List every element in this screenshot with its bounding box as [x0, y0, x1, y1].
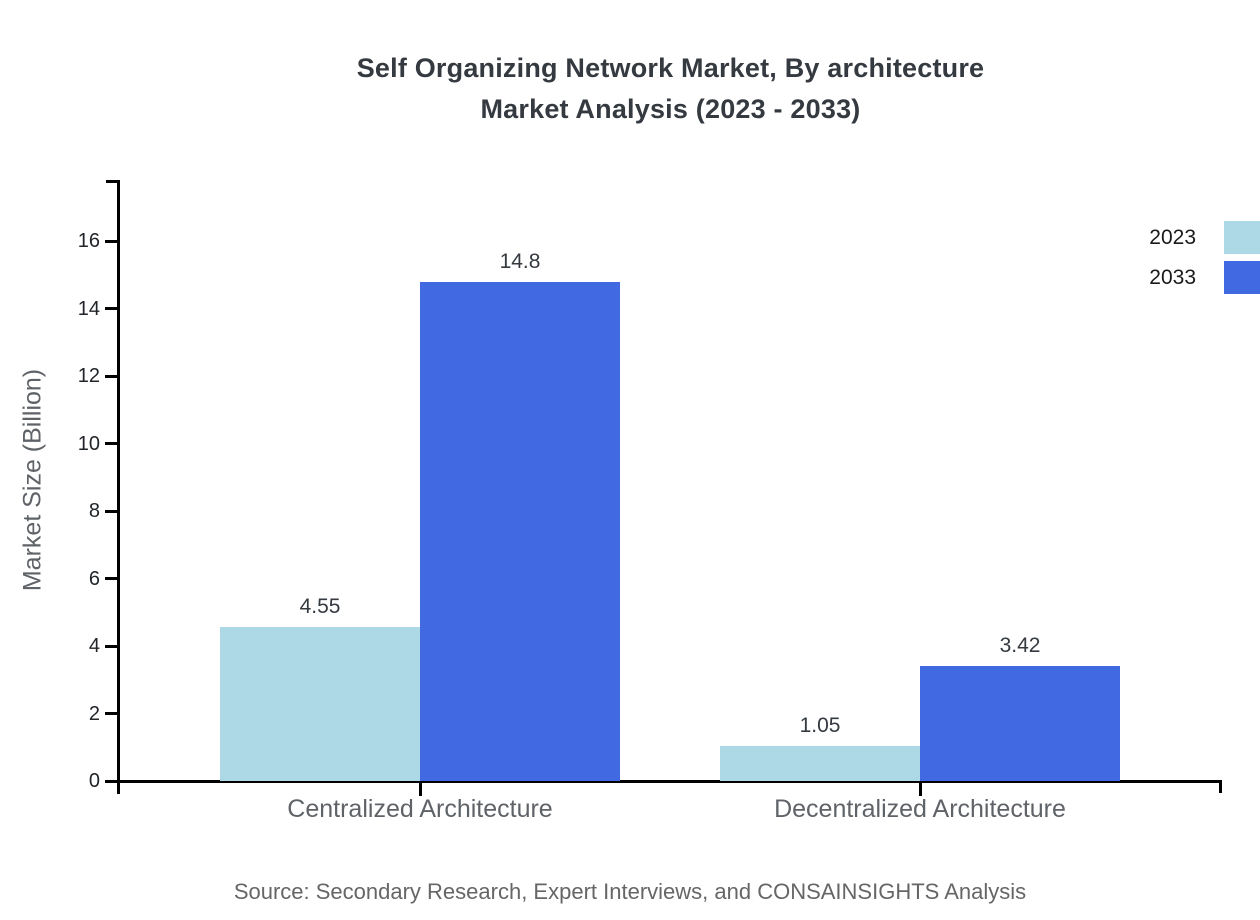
- y-tick-label: 0: [88, 770, 100, 792]
- y-tick-label: 2: [88, 702, 100, 725]
- y-axis-line: [117, 180, 120, 794]
- y-tick-label: 12: [77, 365, 100, 387]
- x-category-label: Centralized Architecture: [287, 795, 553, 823]
- chart-title-line2: Market Analysis (2023 - 2033): [480, 94, 861, 124]
- legend-label-2023: 2023: [1149, 226, 1196, 249]
- bar-2023-0: [220, 627, 420, 781]
- y-tick-label: 16: [77, 230, 100, 252]
- legend-item-2023: 2023: [1100, 221, 1260, 254]
- legend-swatch-2023: [1224, 221, 1260, 254]
- y-tick-mark: [105, 374, 119, 378]
- bar-2023-1: [720, 745, 920, 781]
- x-category-label: Decentralized Architecture: [774, 795, 1066, 823]
- chart-title-line1: Self Organizing Network Market, By archi…: [356, 53, 985, 83]
- y-tick-mark: [105, 442, 119, 445]
- y-tick-label: 8: [88, 500, 100, 522]
- legend-label-2033: 2033: [1149, 266, 1196, 289]
- y-tick-mark: [105, 577, 119, 580]
- legend-swatch-2033: [1224, 261, 1260, 294]
- y-tick-mark: [105, 712, 119, 715]
- bar-value-label: 1.05: [799, 713, 841, 737]
- y-tick-mark: [105, 779, 119, 783]
- bar-value-label: 3.42: [999, 633, 1041, 657]
- bar-value-label: 14.8: [499, 249, 541, 273]
- y-tick-label: 4: [88, 635, 100, 657]
- legend: 2023 2033: [1100, 221, 1260, 301]
- x-axis-right-cap: [1219, 780, 1222, 793]
- bar-2033-0: [420, 281, 620, 781]
- x-axis-line: [117, 780, 1222, 783]
- y-tick-label: 14: [77, 297, 100, 320]
- bar-value-label: 4.55: [299, 595, 341, 619]
- y-tick-label: 10: [77, 432, 100, 455]
- y-tick-mark: [105, 644, 119, 648]
- y-tick-mark: [105, 307, 119, 310]
- legend-item-2033: 2033: [1100, 261, 1260, 294]
- y-tick-mark: [105, 239, 119, 243]
- y-tick-mark: [105, 509, 119, 513]
- source-note: Source: Secondary Research, Expert Inter…: [233, 879, 1027, 904]
- bar-2033-1: [920, 665, 1120, 781]
- x-tick-mark: [418, 781, 422, 796]
- chart-title: Self Organizing Network Market, By archi…: [119, 48, 1222, 130]
- x-tick-mark: [918, 781, 922, 796]
- y-axis-title: Market Size (Billion): [18, 368, 47, 592]
- y-tick-label: 6: [88, 567, 100, 590]
- y-axis-top-cap: [106, 180, 120, 183]
